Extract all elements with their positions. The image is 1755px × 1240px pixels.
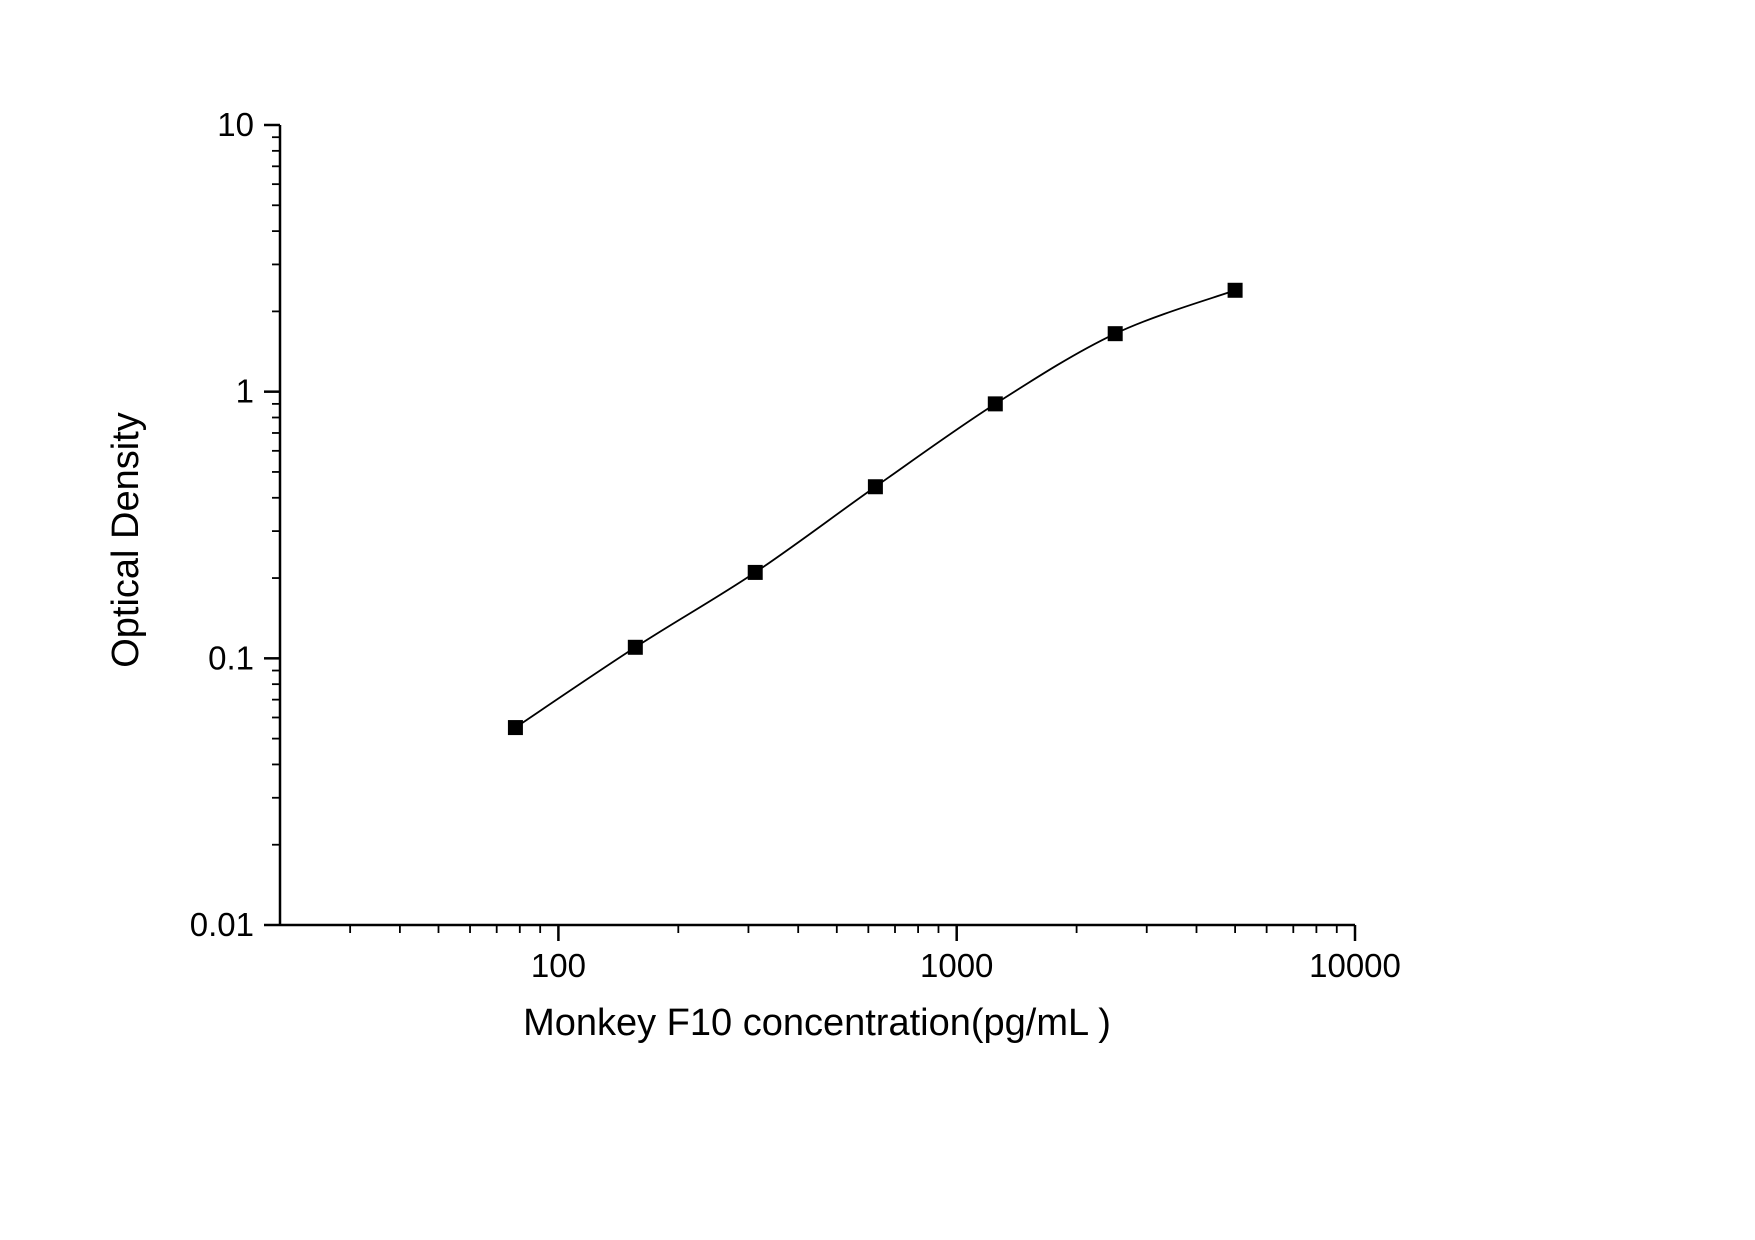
y-tick-label: 0.01 bbox=[190, 906, 254, 943]
y-tick-label: 10 bbox=[217, 106, 254, 143]
minor-ticks bbox=[272, 136, 1338, 933]
tick-labels: 100 1000 10000 0.01 0.1 1 10 bbox=[190, 106, 1401, 984]
y-tick-label: 1 bbox=[236, 373, 254, 410]
data-point-marker bbox=[507, 720, 523, 736]
data-point-marker bbox=[987, 396, 1003, 412]
data-point-marker bbox=[747, 564, 763, 580]
x-tick-label: 100 bbox=[531, 947, 586, 984]
x-axis-title: Monkey F10 concentration(pg/mL ) bbox=[523, 1002, 1111, 1044]
data-series bbox=[507, 282, 1243, 736]
x-tick-label: 1000 bbox=[920, 947, 993, 984]
data-point-marker bbox=[627, 639, 643, 655]
axes bbox=[278, 125, 1355, 927]
data-point-marker bbox=[867, 479, 883, 495]
data-point-marker bbox=[1107, 326, 1123, 342]
major-ticks bbox=[264, 123, 1357, 941]
x-tick-label: 10000 bbox=[1309, 947, 1401, 984]
standard-curve-line bbox=[514, 289, 1236, 729]
y-axis-title: Optical Density bbox=[105, 412, 147, 668]
y-tick-label: 0.1 bbox=[208, 639, 254, 676]
data-point-marker bbox=[1227, 282, 1243, 298]
